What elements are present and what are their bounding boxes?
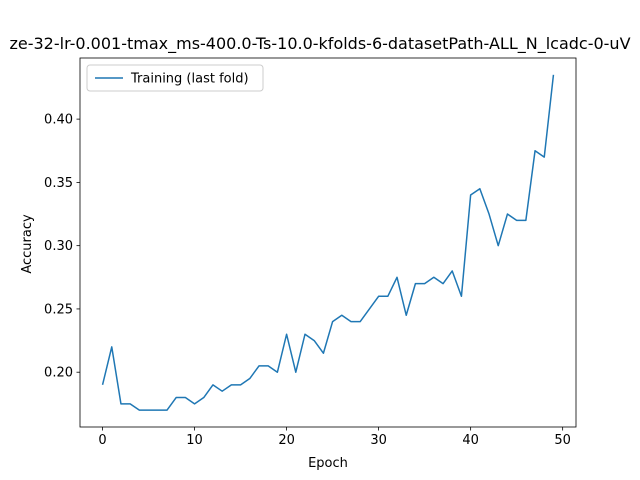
x-tick-label: 40 xyxy=(462,433,479,448)
y-tick-label: 0.20 xyxy=(44,366,73,381)
x-tick-label: 50 xyxy=(554,433,571,448)
x-tick-label: 10 xyxy=(186,433,203,448)
y-tick-label: 0.40 xyxy=(44,113,73,128)
axes-frame xyxy=(79,57,577,428)
y-tick-label: 0.25 xyxy=(44,302,73,317)
x-tick-label: 0 xyxy=(98,433,106,448)
series-line-0 xyxy=(101,74,555,411)
y-tick-label: 0.30 xyxy=(44,239,73,254)
y-tick-label: 0.35 xyxy=(44,176,73,191)
legend-label: Training (last fold) xyxy=(130,72,249,87)
y-axis-label: Accuracy xyxy=(20,214,35,274)
x-tick-label: 20 xyxy=(278,433,295,448)
legend-box xyxy=(86,64,264,92)
x-axis-label: Epoch xyxy=(308,456,348,471)
plot-area: 0 10 20 30 40 50 0.20 0.25 0.30 0.35 0.40 Training … xyxy=(44,57,577,448)
chart-title: ze-32-lr-0.001-tmax_ms-400.0-Ts-10.0-kfo… xyxy=(9,34,630,54)
x-tick-label: 30 xyxy=(370,433,387,448)
